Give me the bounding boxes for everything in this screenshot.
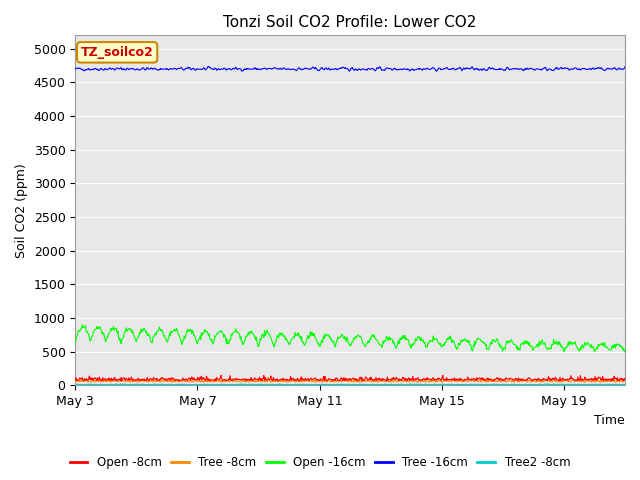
X-axis label: Time: Time (595, 414, 625, 427)
Legend: Open -8cm, Tree -8cm, Open -16cm, Tree -16cm, Tree2 -8cm: Open -8cm, Tree -8cm, Open -16cm, Tree -… (65, 452, 575, 474)
Title: Tonzi Soil CO2 Profile: Lower CO2: Tonzi Soil CO2 Profile: Lower CO2 (223, 15, 477, 30)
Text: TZ_soilco2: TZ_soilco2 (81, 46, 154, 59)
Y-axis label: Soil CO2 (ppm): Soil CO2 (ppm) (15, 163, 28, 258)
